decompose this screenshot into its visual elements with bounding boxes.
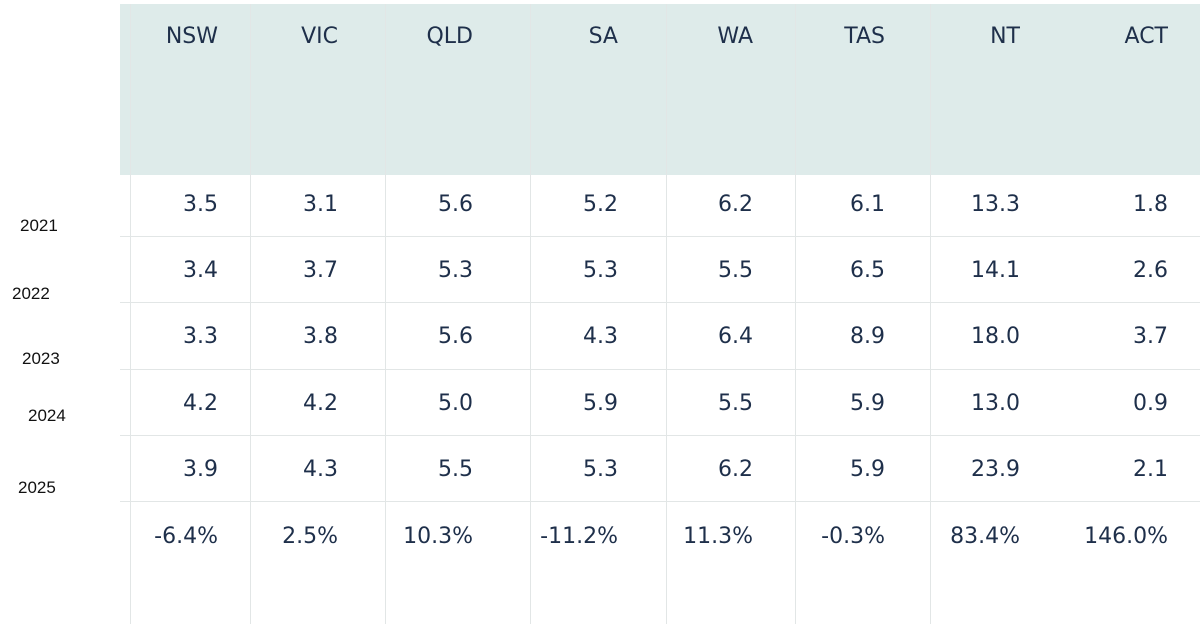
cell-change-sa: -11.2% [540, 524, 618, 549]
cell-2024-qld: 5.0 [438, 391, 473, 416]
row-divider [120, 302, 1200, 303]
cell-2024-nt: 13.0 [971, 391, 1020, 416]
data-table: NSW VIC QLD SA WA TAS NT ACT 3.5 3.1 5.6 5.2 6.2 6.1 1… [120, 4, 1200, 624]
cell-2022-act: 2.6 [1133, 258, 1168, 283]
cell-2025-sa: 5.3 [583, 457, 618, 482]
row-divider [120, 435, 1200, 436]
header-band [120, 4, 1200, 175]
cell-2024-tas: 5.9 [850, 391, 885, 416]
cell-2023-vic: 3.8 [303, 324, 338, 349]
column-divider [530, 4, 531, 624]
row-label-2025: 2025 [18, 478, 56, 497]
cell-2022-tas: 6.5 [850, 258, 885, 283]
cell-2021-nsw: 3.5 [183, 192, 218, 217]
cell-2023-nsw: 3.3 [183, 324, 218, 349]
cell-2024-wa: 5.5 [718, 391, 753, 416]
column-divider [130, 4, 131, 624]
cell-2022-sa: 5.3 [583, 258, 618, 283]
cell-2025-wa: 6.2 [718, 457, 753, 482]
row-label-2024: 2024 [28, 406, 66, 425]
column-header-vic: VIC [301, 24, 338, 49]
cell-2025-nt: 23.9 [971, 457, 1020, 482]
row-divider [120, 369, 1200, 370]
cell-2025-vic: 4.3 [303, 457, 338, 482]
cell-2022-wa: 5.5 [718, 258, 753, 283]
cell-2021-nt: 13.3 [971, 192, 1020, 217]
cell-2023-wa: 6.4 [718, 324, 753, 349]
row-divider [120, 501, 1200, 502]
row-label-2022: 2022 [12, 284, 50, 303]
column-header-sa: SA [588, 24, 618, 49]
cell-2022-qld: 5.3 [438, 258, 473, 283]
cell-2021-sa: 5.2 [583, 192, 618, 217]
cell-2021-wa: 6.2 [718, 192, 753, 217]
cell-change-vic: 2.5% [282, 524, 338, 549]
column-header-wa: WA [717, 24, 753, 49]
cell-2025-tas: 5.9 [850, 457, 885, 482]
cell-2024-nsw: 4.2 [183, 391, 218, 416]
column-divider [385, 4, 386, 624]
column-divider [250, 4, 251, 624]
column-divider [795, 4, 796, 624]
cell-change-tas: -0.3% [821, 524, 885, 549]
cell-change-act: 146.0% [1084, 524, 1168, 549]
cell-2025-nsw: 3.9 [183, 457, 218, 482]
column-header-nt: NT [990, 24, 1020, 49]
cell-2022-vic: 3.7 [303, 258, 338, 283]
cell-2021-vic: 3.1 [303, 192, 338, 217]
cell-2021-act: 1.8 [1133, 192, 1168, 217]
column-header-nsw: NSW [165, 24, 218, 49]
cell-2021-tas: 6.1 [850, 192, 885, 217]
cell-2025-qld: 5.5 [438, 457, 473, 482]
cell-change-nsw: -6.4% [154, 524, 218, 549]
row-label-2021: 2021 [20, 216, 58, 235]
cell-2025-act: 2.1 [1133, 457, 1168, 482]
cell-change-qld: 10.3% [403, 524, 473, 549]
cell-2024-vic: 4.2 [303, 391, 338, 416]
row-divider [120, 236, 1200, 237]
cell-2024-sa: 5.9 [583, 391, 618, 416]
cell-2023-sa: 4.3 [583, 324, 618, 349]
cell-change-nt: 83.4% [950, 524, 1020, 549]
row-label-2023: 2023 [22, 349, 60, 368]
column-header-qld: QLD [426, 24, 473, 49]
cell-2023-act: 3.7 [1133, 324, 1168, 349]
cell-2024-act: 0.9 [1133, 391, 1168, 416]
cell-2022-nsw: 3.4 [183, 258, 218, 283]
column-header-tas: TAS [844, 24, 885, 49]
cell-2023-qld: 5.6 [438, 324, 473, 349]
cell-2022-nt: 14.1 [971, 258, 1020, 283]
cell-change-wa: 11.3% [683, 524, 753, 549]
column-header-act: ACT [1124, 24, 1168, 49]
column-divider [666, 4, 667, 624]
cell-2021-qld: 5.6 [438, 192, 473, 217]
column-divider [930, 4, 931, 624]
cell-2023-nt: 18.0 [971, 324, 1020, 349]
cell-2023-tas: 8.9 [850, 324, 885, 349]
